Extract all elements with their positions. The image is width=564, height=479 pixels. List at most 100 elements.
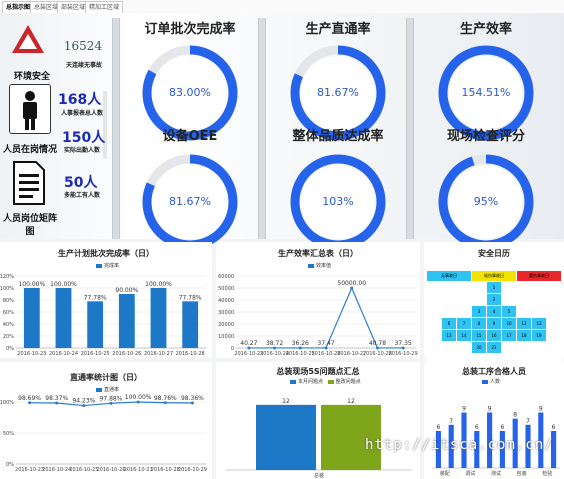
safety-calendar-panel: 安全日历 无事故日 轻伤事故日 重伤事故日 1 2 3 4 5 6 7 8 9 10 11 12 13 14 15…: [424, 242, 564, 366]
x-tick-label: 2016-10-24: [49, 351, 78, 357]
panel-title: 生产计划批次完成率（日）: [58, 249, 154, 258]
calendar-empty: [546, 329, 562, 342]
bar: [55, 288, 72, 348]
gauge-value: 95%: [473, 195, 499, 208]
x-tick-label: 调试: [465, 470, 475, 477]
staff-required-label: 人事报表总人数: [60, 110, 103, 117]
calendar-day: 5: [501, 305, 517, 318]
calendar-empty: [501, 281, 517, 294]
y-tick-label: 30000: [218, 310, 234, 316]
data-label: 40.78: [369, 340, 386, 347]
x-tick-label: 2016-10-27: [144, 351, 173, 357]
gauge-title: 订单批次完成率: [144, 22, 236, 37]
data-point: [82, 404, 86, 408]
y-tick-label: 100%: [0, 400, 14, 406]
data-point: [109, 401, 113, 405]
data-label: 94.23%: [72, 398, 95, 405]
data-label: 12: [282, 398, 290, 405]
calendar-day: 8: [471, 317, 487, 330]
calendar-day: 6: [441, 317, 457, 330]
x-tick-label: 装配: [440, 470, 450, 477]
calendar-day: 1: [486, 281, 502, 294]
y-tick-label: 40000: [218, 298, 234, 304]
y-tick-label: 100%: [0, 286, 14, 292]
data-point: [55, 401, 59, 405]
data-label: 77.78%: [179, 294, 202, 301]
x-tick-label: 2016-10-28: [151, 467, 180, 473]
data-label: 9: [539, 406, 543, 413]
calendar-empty: [471, 281, 487, 294]
bar: [87, 301, 104, 348]
calendar-empty: [426, 317, 442, 330]
y-tick-label: 60%: [3, 310, 14, 316]
y-tick-label: 0: [231, 346, 234, 352]
data-point: [298, 346, 302, 350]
calendar-empty: [546, 341, 562, 354]
data-label: 6: [436, 424, 440, 431]
calendar-empty: [456, 341, 472, 354]
bar: [538, 412, 544, 468]
calendar-empty: [426, 293, 442, 306]
pass-rate-chart: 0%50%100%2016-10-232016-10-242016-10-252…: [0, 394, 207, 473]
x-tick-label: 2016-10-24: [42, 467, 71, 473]
data-label: 7: [526, 418, 530, 425]
calendar-empty: [456, 293, 472, 306]
calendar-empty: [516, 293, 532, 306]
x-tick-label: 2016-10-25: [286, 351, 315, 357]
divider[interactable]: [406, 18, 414, 239]
plan-completion-panel: 生产计划批次完成率（日） 完成率 0% 20% 40% 60% 80% 100% 120% 2…: [0, 242, 212, 358]
calendar-empty: [516, 305, 532, 318]
data-label: 98.76%: [154, 395, 177, 402]
gauge-value: 83.00%: [169, 86, 211, 99]
bar: [512, 418, 518, 468]
chart-legend: 直通率: [96, 386, 119, 393]
tab-finishing[interactable]: 精加工区域: [85, 1, 124, 13]
calendar-day: 16: [486, 329, 502, 342]
watermark: http://itsca.com.cn/: [365, 437, 554, 453]
x-tick-label: 2016-10-26: [96, 467, 125, 473]
data-label: 98.37%: [45, 395, 68, 402]
bar: [23, 288, 40, 348]
x-tick-label: 2016-10-23: [17, 351, 46, 357]
y-tick-label: 120%: [0, 274, 14, 280]
data-label: 100.00%: [50, 281, 77, 288]
gauge-title: 整体品质达成率: [292, 129, 384, 144]
x-tick-label: 2016-10-24: [260, 351, 289, 357]
divider[interactable]: [258, 18, 266, 239]
bar: [321, 404, 381, 470]
bar: [525, 424, 531, 468]
data-label: 100.00%: [145, 281, 172, 288]
x-tick-label: 2016-10-27: [337, 351, 366, 357]
x-tick-label: 2016-10-26: [311, 351, 340, 357]
x-tick-label: 2016-10-28: [363, 351, 392, 357]
data-label: 8: [513, 412, 517, 419]
staff-status-title: 人员在岗情况: [2, 145, 57, 155]
divider[interactable]: [112, 18, 120, 239]
calendar-day: 11: [516, 317, 532, 330]
y-tick-label: 20000: [218, 322, 234, 328]
multi-skill-count: 50人: [64, 175, 98, 191]
calendar-grid: 无事故日 轻伤事故日 重伤事故日 1 2 3 4 5 6 7 8 9 10 11 12 13 14 15 16 17 1…: [426, 270, 562, 366]
scrollbar[interactable]: [103, 91, 107, 159]
gauge-center: [301, 56, 375, 130]
data-label: 98.36%: [181, 395, 204, 402]
gauge-fill: [290, 45, 386, 141]
calendar-empty: [441, 293, 457, 306]
staff-onsite-count: 150人: [62, 130, 106, 146]
gauge-ring: [438, 45, 534, 141]
calendar-empty: [546, 281, 562, 294]
warning-icon: [12, 25, 44, 53]
plan-completion-chart: 0%20%40%60%80%100%120%2016-10-23 2016-10-…: [0, 274, 206, 357]
chart-legend: 人数: [482, 378, 500, 385]
data-point: [190, 401, 194, 405]
data-label: 6: [475, 424, 479, 431]
no-accident-label: 天连续无事故: [65, 62, 102, 69]
panel-title: 安全日历: [478, 249, 510, 258]
bar: [499, 431, 505, 468]
y-tick-label: 20%: [3, 334, 14, 340]
calendar-empty: [426, 281, 442, 294]
x-tick-label: 2016-10-23: [234, 351, 263, 357]
calendar-empty: [456, 281, 472, 294]
bar: [551, 431, 557, 468]
calendar-legend: 轻伤事故日: [471, 270, 517, 282]
